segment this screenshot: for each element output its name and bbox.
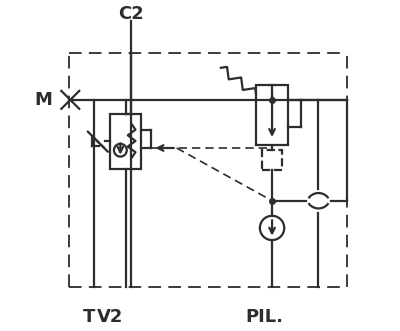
- Text: C2: C2: [118, 5, 144, 23]
- Text: M: M: [34, 91, 52, 109]
- Bar: [256, 85, 288, 145]
- Bar: [262, 151, 282, 170]
- Text: V2: V2: [97, 308, 124, 326]
- Bar: [110, 114, 141, 169]
- Text: PIL.: PIL.: [245, 308, 283, 326]
- Text: T: T: [83, 308, 96, 326]
